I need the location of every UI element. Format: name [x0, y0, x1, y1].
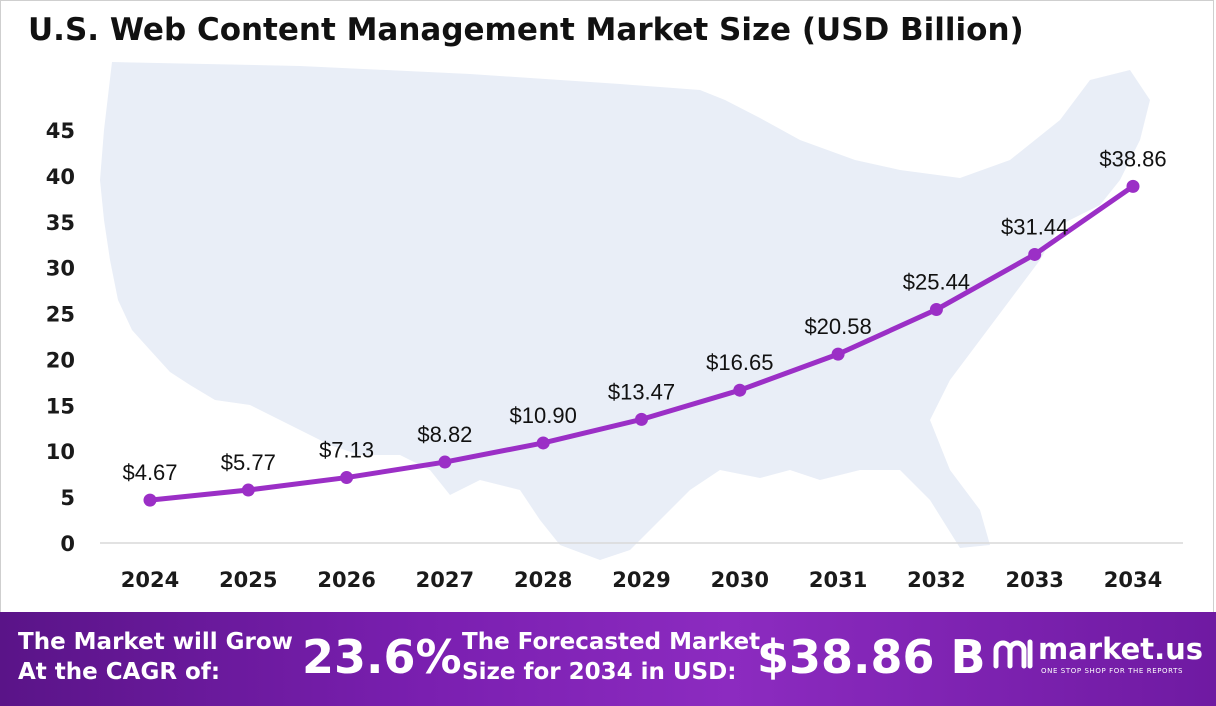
brand-logo: market.us ONE STOP SHOP FOR THE REPORTS — [992, 632, 1207, 688]
x-tick-label: 2031 — [809, 568, 867, 592]
data-label: $31.44 — [1001, 214, 1068, 239]
market-us-logo-icon — [993, 639, 1033, 669]
data-label: $38.86 — [1099, 146, 1166, 171]
y-tick-label: 40 — [46, 165, 75, 189]
data-markers — [143, 179, 1140, 507]
cagr-label-line2: At the CAGR of: — [18, 659, 221, 685]
data-labels: $4.67 $5.77 $7.13 $8.82 $10.90 $13.47 $16.65 $2… — [122, 146, 1166, 485]
x-tick-label: 2033 — [1005, 568, 1063, 592]
x-axis: 2024 2025 2026 2027 2028 2029 2030 2031 2032 2033… — [121, 568, 1162, 592]
x-tick-label: 2024 — [121, 568, 179, 592]
x-tick-label: 2032 — [907, 568, 965, 592]
y-tick-label: 25 — [46, 303, 75, 327]
y-tick-label: 20 — [46, 348, 75, 372]
chart-title: U.S. Web Content Management Market Size … — [28, 12, 1024, 48]
footer-banner: The Market will Grow At the CAGR of: 23.… — [0, 612, 1216, 706]
y-tick-label: 35 — [46, 211, 75, 235]
y-tick-label: 5 — [60, 486, 75, 510]
x-tick-label: 2027 — [416, 568, 474, 592]
data-point — [143, 493, 157, 507]
data-label: $5.77 — [221, 450, 276, 475]
x-tick-label: 2034 — [1104, 568, 1162, 592]
us-map-background — [100, 62, 1150, 560]
forecast-label-line2: Size for 2034 in USD: — [462, 659, 737, 685]
brand-tagline: ONE STOP SHOP FOR THE REPORTS — [1041, 667, 1184, 675]
x-tick-label: 2026 — [317, 568, 375, 592]
data-point — [733, 383, 747, 397]
y-tick-label: 30 — [46, 257, 75, 281]
data-point — [241, 483, 255, 497]
x-tick-label: 2029 — [612, 568, 670, 592]
data-label: $7.13 — [319, 438, 374, 463]
data-label: $25.44 — [903, 270, 970, 295]
y-axis: 0 5 10 15 20 25 30 35 40 45 — [46, 119, 75, 556]
x-tick-label: 2025 — [219, 568, 277, 592]
data-point — [831, 347, 845, 361]
data-point — [340, 471, 354, 485]
data-point — [536, 436, 550, 450]
cagr-value: 23.6% — [302, 630, 462, 684]
x-tick-label: 2030 — [711, 568, 769, 592]
forecast-label-line1: The Forecasted Market — [462, 629, 761, 655]
y-tick-label: 0 — [60, 532, 75, 556]
cagr-label-line1: The Market will Grow — [18, 629, 293, 655]
forecast-value: $38.86 B — [757, 630, 986, 684]
y-tick-label: 15 — [46, 394, 75, 418]
data-point — [929, 303, 943, 317]
data-label: $13.47 — [608, 379, 675, 404]
data-point — [438, 455, 452, 469]
data-label: $20.58 — [804, 314, 871, 339]
y-tick-label: 10 — [46, 440, 75, 464]
x-tick-label: 2028 — [514, 568, 572, 592]
data-point — [1028, 247, 1042, 261]
y-tick-label: 45 — [46, 119, 75, 143]
data-point — [635, 412, 648, 426]
data-label: $16.65 — [706, 350, 773, 375]
data-label: $8.82 — [417, 422, 472, 447]
brand-name: market.us — [1038, 632, 1204, 666]
data-label: $4.67 — [122, 460, 177, 485]
data-label: $10.90 — [510, 403, 577, 428]
data-point — [1126, 179, 1140, 193]
